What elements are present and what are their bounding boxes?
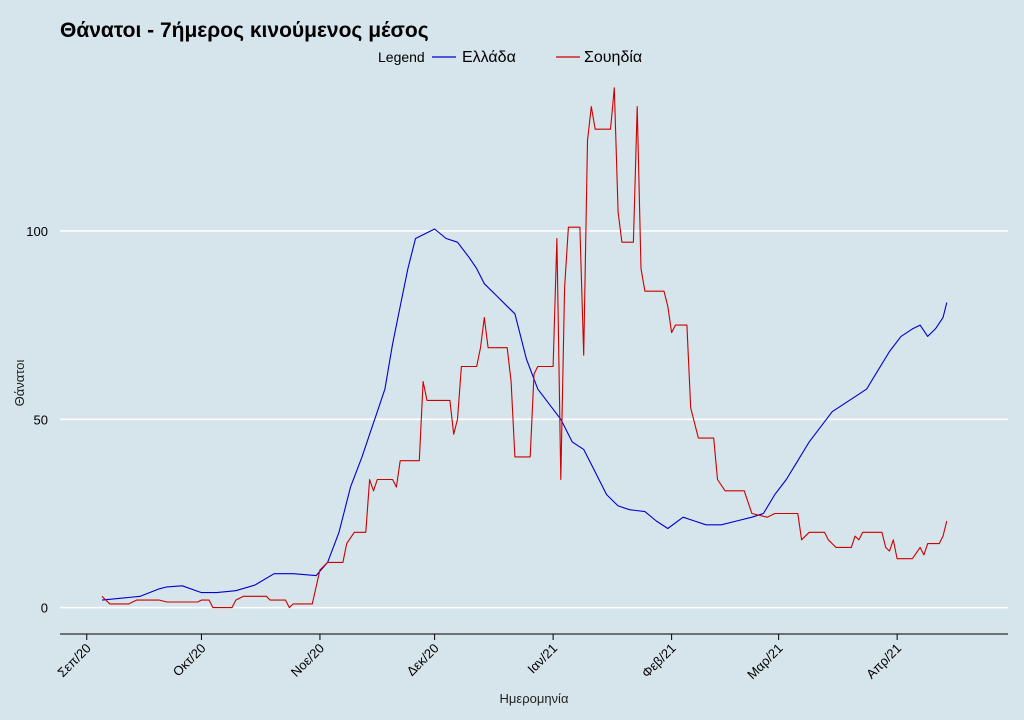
legend-label-sweden: Σουηδία bbox=[584, 49, 642, 66]
x-tick-label-7: Απρ/21 bbox=[863, 641, 904, 682]
chart-title: Θάνατοι - 7ήμερος κινούμενος μέσος bbox=[60, 19, 429, 42]
x-tick-label-2: Νοε/20 bbox=[288, 641, 327, 680]
grid-lines bbox=[60, 230, 1008, 609]
x-tick-label-0: Σεπ/20 bbox=[54, 641, 94, 681]
y-axis-title: Θάνατοι bbox=[12, 360, 27, 407]
legend: Legend Ελλάδα Σουηδία bbox=[378, 49, 642, 66]
legend-title: Legend bbox=[378, 49, 425, 65]
legend-label-greece: Ελλάδα bbox=[462, 49, 516, 66]
x-axis: Σεπ/20 Οκτ/20 Νοε/20 Δεκ/20 Ιαν/21 Φεβ/21 Μαρ/… bbox=[54, 633, 1008, 683]
x-tick-label-1: Οκτ/20 bbox=[170, 641, 209, 680]
x-tick-label-5: Φεβ/21 bbox=[639, 641, 679, 681]
series-lines bbox=[101, 87, 948, 609]
x-tick-label-4: Ιαν/21 bbox=[524, 641, 560, 677]
y-tick-label-50: 50 bbox=[34, 412, 48, 427]
series-line-1 bbox=[101, 87, 948, 609]
y-axis-ticks: 0 50 100 bbox=[26, 224, 48, 616]
y-tick-label-0: 0 bbox=[41, 601, 48, 616]
series-line-0 bbox=[101, 228, 948, 601]
y-tick-label-100: 100 bbox=[26, 224, 48, 239]
x-axis-title: Ημερομηνία bbox=[500, 691, 569, 706]
x-tick-label-6: Μαρ/21 bbox=[744, 641, 786, 683]
x-tick-label-3: Δεκ/20 bbox=[404, 641, 442, 679]
